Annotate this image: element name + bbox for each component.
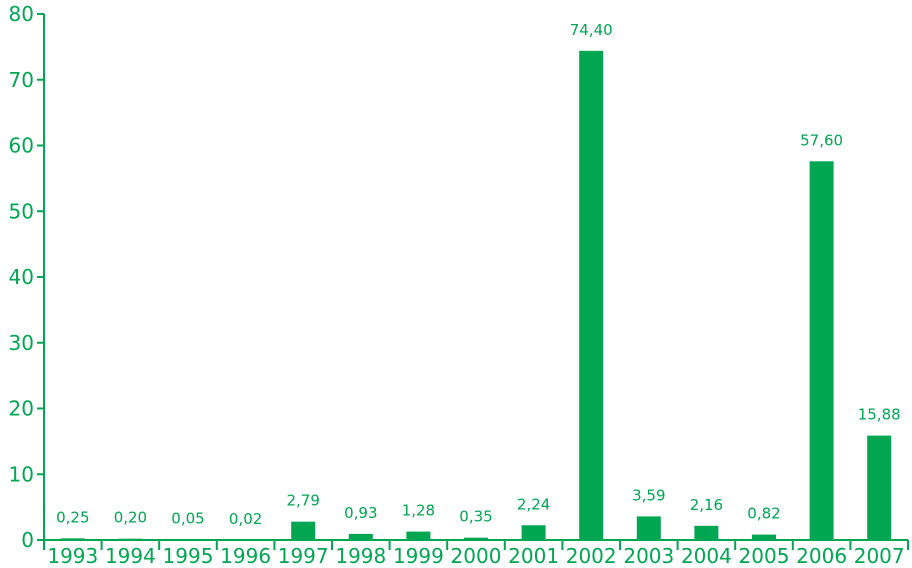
bar — [579, 50, 604, 540]
bar — [406, 531, 431, 540]
y-tick-label: 60 — [9, 134, 34, 158]
bar — [291, 521, 316, 540]
y-tick-label: 40 — [9, 265, 34, 289]
bar — [60, 538, 85, 540]
bar — [752, 534, 776, 540]
data-label: 2,24 — [517, 495, 550, 513]
bar — [464, 537, 488, 540]
x-category-label: 2000 — [451, 544, 502, 568]
y-tick-label: 10 — [9, 462, 34, 486]
x-axis-categories: 1993 1994 1995 1996 1997 1998 1999 2000 2001 2002… — [47, 544, 904, 568]
data-labels: 0,25 0,20 0,05 0,02 2,79 0,93 1,28 0,35 2,24 74,4… — [56, 21, 901, 528]
y-tick-label: 50 — [9, 199, 34, 223]
x-category-label: 1997 — [278, 544, 329, 568]
x-category-label: 2002 — [566, 544, 617, 568]
bar — [348, 533, 373, 540]
y-tick-label: 80 — [9, 2, 34, 26]
data-label: 0,20 — [114, 509, 147, 527]
x-category-label: 2007 — [854, 544, 905, 568]
data-label: 3,59 — [632, 486, 665, 504]
bar — [867, 435, 892, 540]
y-axis-ticks: 0 10 20 30 40 50 60 70 80 — [9, 2, 44, 552]
x-category-label: 2005 — [739, 544, 790, 568]
data-label: 0,82 — [747, 505, 780, 523]
bars — [60, 50, 892, 540]
data-label: 57,60 — [800, 131, 843, 149]
bar — [521, 525, 546, 540]
data-label: 0,35 — [459, 508, 492, 526]
data-label: 0,25 — [56, 508, 89, 526]
bar — [694, 525, 719, 540]
y-tick-label: 30 — [9, 331, 34, 355]
bar — [636, 516, 661, 540]
x-category-label: 2003 — [623, 544, 674, 568]
data-label: 0,93 — [344, 504, 377, 522]
x-category-label: 1994 — [105, 544, 156, 568]
x-category-label: 2001 — [508, 544, 559, 568]
data-label: 2,16 — [690, 496, 723, 514]
bar — [118, 538, 143, 540]
x-category-label: 1998 — [335, 544, 386, 568]
data-label: 2,79 — [286, 492, 319, 510]
y-tick-label: 0 — [21, 528, 34, 552]
bar — [809, 161, 834, 540]
x-category-label: 1996 — [220, 544, 271, 568]
data-label: 1,28 — [402, 502, 435, 520]
data-label: 0,02 — [229, 510, 262, 528]
x-category-label: 2004 — [681, 544, 732, 568]
data-label: 15,88 — [858, 406, 901, 424]
x-category-label: 1993 — [47, 544, 98, 568]
x-category-label: 1995 — [163, 544, 214, 568]
x-category-label: 2006 — [796, 544, 847, 568]
y-tick-label: 20 — [9, 397, 34, 421]
data-label: 0,05 — [171, 510, 204, 528]
chart-axes — [43, 14, 909, 550]
x-category-label: 1999 — [393, 544, 444, 568]
y-tick-label: 70 — [9, 68, 34, 92]
data-label: 74,40 — [570, 21, 613, 39]
